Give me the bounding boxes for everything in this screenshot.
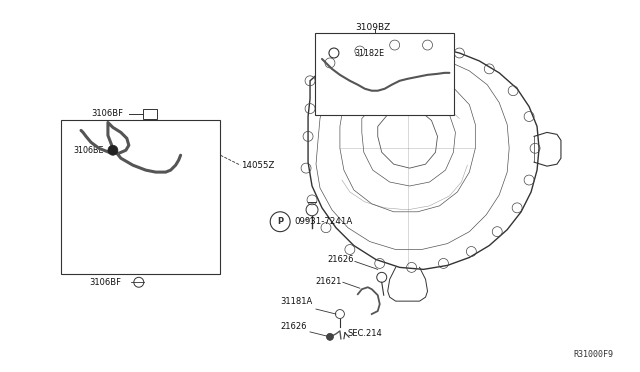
Text: 3106BF: 3106BF bbox=[91, 109, 123, 118]
Bar bbox=[61, 121, 220, 274]
Text: 21626: 21626 bbox=[280, 323, 307, 331]
Text: P: P bbox=[277, 217, 284, 226]
Text: SEC.214: SEC.214 bbox=[348, 329, 383, 339]
Bar bbox=[315, 33, 454, 115]
Text: 31182E: 31182E bbox=[355, 48, 385, 58]
Text: 09931-7241A: 09931-7241A bbox=[294, 217, 353, 226]
Text: 3106BE: 3106BE bbox=[73, 146, 104, 155]
Text: 21621: 21621 bbox=[315, 277, 341, 286]
Text: 21626: 21626 bbox=[327, 255, 353, 264]
Bar bbox=[143, 109, 157, 119]
Text: R31000F9: R31000F9 bbox=[573, 350, 614, 359]
Text: 3109BZ: 3109BZ bbox=[355, 23, 390, 32]
Text: 31181A: 31181A bbox=[280, 296, 312, 306]
Text: 3106BF: 3106BF bbox=[89, 278, 121, 287]
Circle shape bbox=[326, 333, 333, 340]
Text: 14055Z: 14055Z bbox=[241, 161, 275, 170]
Circle shape bbox=[108, 145, 118, 155]
